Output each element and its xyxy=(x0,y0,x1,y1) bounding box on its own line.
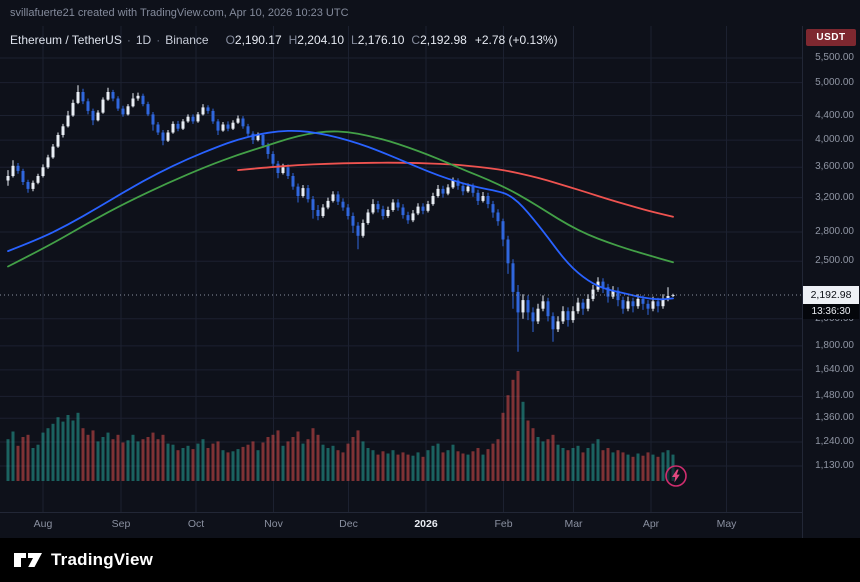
time-axis-label: May xyxy=(716,518,737,530)
bar-countdown-label: 13:36:30 xyxy=(803,304,859,319)
low-label: L xyxy=(351,33,358,47)
price-axis-label: 1,800.00 xyxy=(815,339,854,351)
price-axis-label: 2,800.00 xyxy=(815,226,854,237)
price-axis-label: 3,200.00 xyxy=(815,191,854,203)
high-value: 2,204.10 xyxy=(297,33,345,47)
time-axis-label: Feb xyxy=(494,518,513,530)
tradingview-brand[interactable]: TradingView xyxy=(51,550,154,569)
price-axis[interactable]: USDT 2,192.98 13:36:30 5,500.00 5,000.00 4… xyxy=(802,26,860,538)
open-value: 2,190.17 xyxy=(234,33,282,47)
price-axis-label: 1,240.00 xyxy=(815,436,854,447)
time-axis-label: Mar xyxy=(564,518,583,530)
lightning-icon[interactable] xyxy=(664,464,688,488)
symbol-header[interactable]: Ethereum / TetherUS · 1D · Binance O 2,1… xyxy=(10,33,558,47)
timeframe-label[interactable]: 1D xyxy=(135,33,152,47)
time-axis[interactable]: Aug Sep Oct Nov Dec 2026 Feb Mar Apr May xyxy=(0,512,802,538)
exchange-label: Binance xyxy=(165,33,209,47)
price-axis-label: 1,480.00 xyxy=(815,390,854,402)
currency-badge: USDT xyxy=(806,29,856,46)
price-axis-label: 2,500.00 xyxy=(815,255,854,267)
separator-dot: · xyxy=(156,33,161,47)
price-axis-label: 5,500.00 xyxy=(815,52,854,63)
close-value: 2,192.98 xyxy=(420,33,467,47)
candlestick-canvas[interactable] xyxy=(0,26,802,512)
time-axis-label: Apr xyxy=(642,518,660,530)
time-axis-label: Dec xyxy=(339,518,358,530)
open-label: O xyxy=(225,33,235,47)
price-axis-label: 4,000.00 xyxy=(815,134,854,146)
price-axis-label: 3,600.00 xyxy=(815,161,854,173)
high-label: H xyxy=(288,33,298,47)
price-axis-label: 1,640.00 xyxy=(815,363,854,375)
tradingview-logo-icon[interactable] xyxy=(13,550,43,570)
low-value: 2,176.10 xyxy=(357,33,405,47)
change-value: +2.78 (+0.13%) xyxy=(474,33,558,47)
price-chart-pane[interactable]: Ethereum / TetherUS · 1D · Binance O 2,1… xyxy=(0,26,802,512)
attribution-bar: svillafuerte21 created with TradingView.… xyxy=(0,0,860,26)
time-axis-label: Sep xyxy=(111,518,131,530)
current-price-label: 2,192.98 xyxy=(803,286,859,304)
symbol-name[interactable]: Ethereum / TetherUS xyxy=(10,33,122,47)
time-axis-label: Oct xyxy=(187,518,205,530)
time-axis-label: 2026 xyxy=(414,518,438,530)
price-axis-label: 5,000.00 xyxy=(815,76,854,88)
time-axis-label: Nov xyxy=(264,518,283,530)
ohlc-readout: O 2,190.17 H 2,204.10 L 2,176.10 C 2,192… xyxy=(219,33,467,47)
close-label: C xyxy=(411,33,421,47)
price-axis-label: 4,400.00 xyxy=(815,109,854,121)
price-axis-label: 1,360.00 xyxy=(815,412,854,424)
plot-column: Ethereum / TetherUS · 1D · Binance O 2,1… xyxy=(0,26,802,538)
separator-dot: · xyxy=(126,33,131,47)
price-axis-label: 1,130.00 xyxy=(815,460,854,471)
footer-bar: TradingView xyxy=(0,538,860,582)
chart-region: Ethereum / TetherUS · 1D · Binance O 2,1… xyxy=(0,26,860,538)
time-axis-label: Aug xyxy=(33,518,53,530)
attribution-text: svillafuerte21 created with TradingView.… xyxy=(10,7,349,19)
